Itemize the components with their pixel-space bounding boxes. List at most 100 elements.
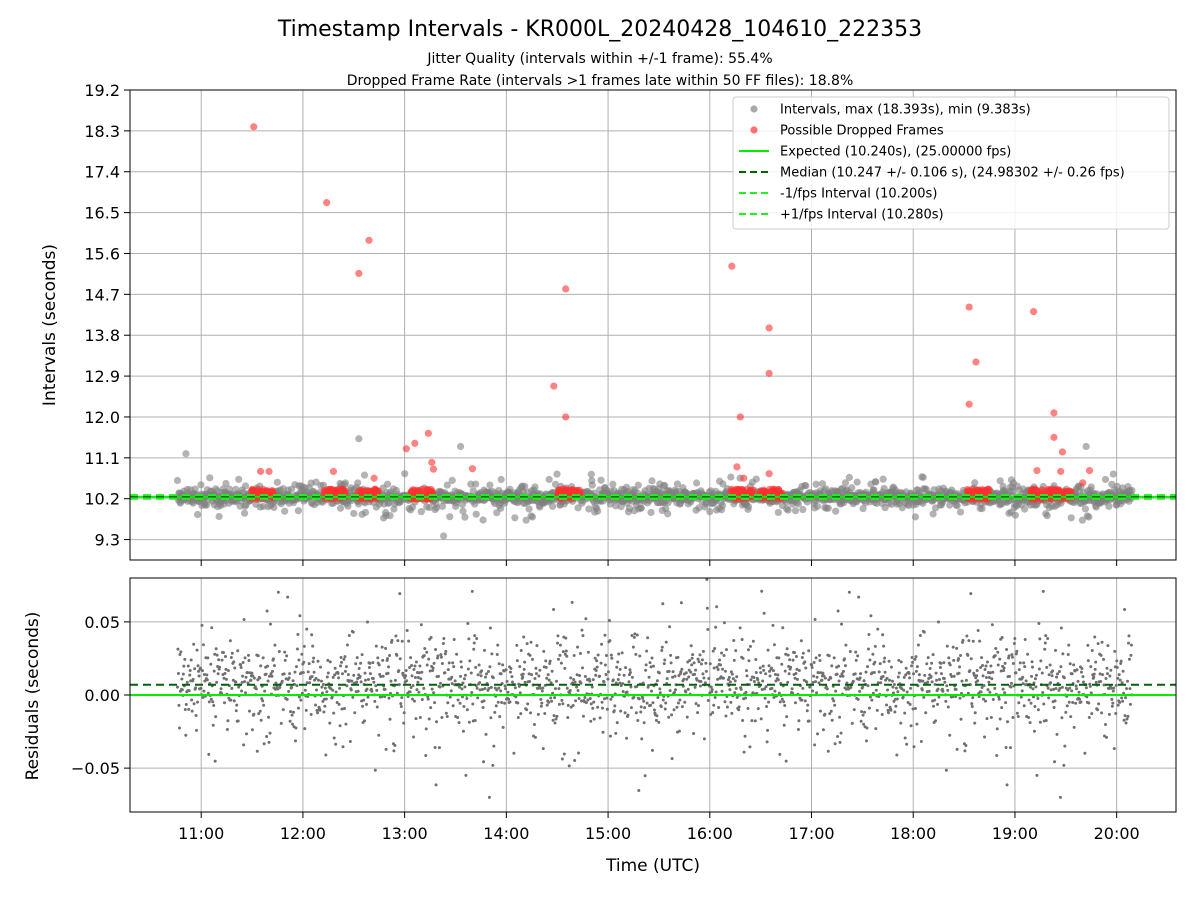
residual-point xyxy=(412,735,416,739)
residual-point xyxy=(303,727,307,731)
interval-point xyxy=(791,507,800,515)
residual-point xyxy=(415,688,419,692)
residual-point xyxy=(249,678,253,682)
residual-point xyxy=(427,717,431,721)
residual-point xyxy=(1102,657,1106,661)
interval-point xyxy=(528,513,537,521)
residual-point xyxy=(878,662,882,666)
residual-point xyxy=(634,652,638,656)
residual-point xyxy=(613,704,617,708)
residual-point xyxy=(580,666,584,670)
residual-point xyxy=(614,731,618,735)
residual-point xyxy=(202,689,206,693)
interval-point xyxy=(774,508,782,517)
residual-point xyxy=(651,664,655,668)
residual-point xyxy=(501,663,505,667)
residual-point xyxy=(785,715,789,719)
residual-point xyxy=(343,669,347,673)
residual-point xyxy=(499,672,503,676)
residual-point xyxy=(595,665,599,669)
residual-point xyxy=(997,695,1001,699)
residual-point xyxy=(912,672,916,676)
residual-point xyxy=(1043,647,1047,651)
interval-point xyxy=(1067,514,1075,522)
residual-point xyxy=(306,670,310,674)
residual-point xyxy=(1029,701,1033,705)
residual-point xyxy=(916,643,920,647)
dropped-frame-point xyxy=(374,487,382,495)
residual-point xyxy=(345,684,349,688)
residual-point xyxy=(679,670,683,674)
residual-point xyxy=(351,695,355,699)
residual-point xyxy=(628,668,632,672)
residual-point xyxy=(409,686,413,690)
residual-point xyxy=(1111,689,1115,693)
residual-point xyxy=(1065,704,1069,708)
residual-point xyxy=(300,652,304,656)
residual-point xyxy=(496,700,500,704)
residual-point xyxy=(419,623,423,627)
residual-point xyxy=(486,670,490,674)
residual-point xyxy=(1046,686,1050,690)
residual-point xyxy=(437,746,441,750)
residual-point xyxy=(1044,718,1048,722)
interval-point xyxy=(832,507,840,515)
residual-point xyxy=(508,670,512,674)
residual-point xyxy=(290,713,294,717)
residual-point xyxy=(213,759,217,763)
residual-point xyxy=(847,590,851,594)
residual-point xyxy=(386,657,390,661)
residual-point xyxy=(220,691,224,695)
residual-point xyxy=(776,673,780,677)
residual-point xyxy=(405,679,409,683)
residual-point xyxy=(283,658,287,662)
residual-point xyxy=(1052,706,1056,710)
residual-point xyxy=(262,742,266,746)
residual-point xyxy=(926,656,930,660)
residual-point xyxy=(885,676,889,680)
residual-point xyxy=(1036,708,1040,712)
residual-point xyxy=(312,670,316,674)
residual-point xyxy=(767,664,771,668)
dropped-frame-point xyxy=(740,474,748,482)
residual-point xyxy=(374,684,378,688)
residual-point xyxy=(189,658,193,662)
interval-point xyxy=(240,509,249,517)
residual-point xyxy=(661,698,665,702)
residual-point xyxy=(936,702,940,706)
interval-point xyxy=(432,504,441,512)
residual-point xyxy=(206,656,210,660)
residual-point xyxy=(825,687,829,691)
residual-point xyxy=(376,656,380,660)
residual-point xyxy=(939,661,943,665)
residual-point xyxy=(561,702,565,706)
residual-point xyxy=(788,658,792,662)
residual-point xyxy=(240,689,244,693)
residual-point xyxy=(1015,649,1019,653)
residual-point xyxy=(944,699,948,703)
residual-point xyxy=(410,674,414,678)
residual-point xyxy=(722,654,726,658)
residual-point xyxy=(322,710,326,714)
residual-point xyxy=(334,742,338,746)
residual-point xyxy=(217,658,221,662)
residual-point xyxy=(556,634,560,638)
residual-point xyxy=(1088,684,1092,688)
dropped-frame-point xyxy=(1046,488,1054,496)
residual-point xyxy=(663,658,667,662)
residual-point xyxy=(264,672,268,676)
residual-point xyxy=(873,644,877,648)
residual-point xyxy=(187,707,191,711)
dropped-frame-point xyxy=(972,358,980,366)
residual-point xyxy=(236,719,240,723)
residual-point xyxy=(557,687,561,691)
interval-point xyxy=(929,510,937,518)
residual-point xyxy=(519,648,523,652)
residual-point xyxy=(197,674,201,678)
residual-point xyxy=(245,671,249,675)
residual-point xyxy=(958,696,962,700)
residual-point xyxy=(839,674,843,678)
interval-point xyxy=(383,480,392,488)
residual-point xyxy=(203,679,207,683)
residual-point xyxy=(1113,649,1117,653)
